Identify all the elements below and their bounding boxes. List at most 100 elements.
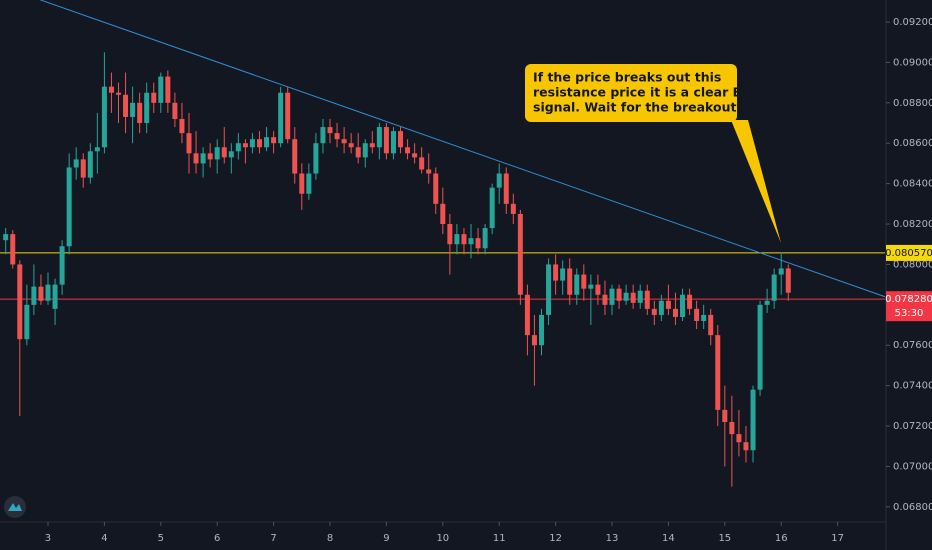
candle-body <box>433 173 439 204</box>
candle-body <box>116 92 122 95</box>
annotation-box <box>525 64 737 122</box>
candle-body <box>630 292 636 303</box>
candle-body <box>701 314 707 321</box>
candle-body <box>292 139 298 174</box>
candle-body <box>736 434 742 443</box>
candle-body <box>158 76 164 103</box>
candle-body <box>31 286 37 305</box>
candle-body <box>73 159 79 168</box>
x-tick-label: 8 <box>327 533 333 544</box>
x-tick-label: 14 <box>662 533 675 544</box>
candle-body <box>390 131 396 154</box>
candle-body <box>574 274 580 295</box>
candle-body <box>144 92 150 124</box>
candle-body <box>3 234 9 241</box>
x-tick-label: 3 <box>45 533 51 544</box>
candle-body <box>151 92 157 103</box>
candle-body <box>355 147 361 158</box>
annotation-line: resistance price it is a clear BUY <box>533 85 762 100</box>
x-tick-label: 10 <box>436 533 449 544</box>
candle-body <box>52 284 58 309</box>
candle-body <box>221 147 227 158</box>
candle-body <box>80 159 86 178</box>
candle-body <box>327 127 333 134</box>
candle-body <box>348 143 354 148</box>
candle-body <box>398 131 404 148</box>
candle-body <box>743 442 749 451</box>
candle-body <box>651 308 657 315</box>
candle-body <box>45 284 51 301</box>
candle-body <box>320 127 326 144</box>
candle-body <box>524 294 530 336</box>
candle-body <box>510 203 516 214</box>
candle-body <box>503 173 509 204</box>
candle-body <box>517 213 523 295</box>
candle-body <box>193 153 199 164</box>
candle-body <box>341 139 347 144</box>
candle-body <box>172 102 178 119</box>
candle-body <box>694 308 700 321</box>
candle-body <box>750 389 756 451</box>
x-tick-label: 11 <box>493 533 506 544</box>
candle-body <box>546 264 552 315</box>
candle-body <box>66 167 72 247</box>
candle-body <box>602 294 608 305</box>
countdown: 53:30 <box>895 308 924 319</box>
logo-mark <box>8 503 22 511</box>
candle-body <box>461 234 467 245</box>
candle-body <box>207 153 213 160</box>
candle-body <box>306 173 312 194</box>
x-tick-label: 16 <box>775 533 788 544</box>
candle-body <box>405 147 411 154</box>
candle-body <box>299 173 305 194</box>
candle-body <box>123 94 129 117</box>
candle-body <box>383 127 389 154</box>
candle-body <box>708 314 714 336</box>
candle-body <box>362 143 368 158</box>
price-label-box <box>886 291 932 322</box>
candle-body <box>475 238 481 249</box>
candle-body <box>242 143 248 148</box>
candle-body <box>419 157 425 170</box>
candle-body <box>228 151 234 158</box>
candle-body <box>581 274 587 289</box>
candle-body <box>553 264 559 281</box>
candle-body <box>658 300 664 315</box>
candle-body <box>271 137 277 144</box>
x-tick-label: 13 <box>606 533 619 544</box>
candle-body <box>440 203 446 225</box>
candle-body <box>200 153 206 164</box>
x-tick-label: 5 <box>158 533 164 544</box>
candle-body <box>672 308 678 317</box>
candle-body <box>609 288 615 305</box>
candle-body <box>426 169 432 174</box>
candle-body <box>249 139 255 148</box>
candle-body <box>588 284 594 289</box>
candle-body <box>496 173 502 188</box>
candle-body <box>595 284 601 295</box>
candle-body <box>285 92 291 140</box>
annotation-pointer <box>731 120 781 243</box>
candle-body <box>771 274 777 301</box>
candle-body <box>447 224 453 245</box>
candle-body <box>412 153 418 158</box>
candle-body <box>38 286 44 301</box>
candle-body <box>179 118 185 134</box>
candle-body <box>334 133 340 140</box>
candle-body <box>778 268 784 275</box>
candle-body <box>489 187 495 229</box>
candle-body <box>59 246 65 285</box>
candle-body <box>560 268 566 281</box>
candle-body <box>764 300 770 305</box>
price-label: 0.078280 <box>885 294 932 305</box>
candle-body <box>101 86 107 148</box>
candle-body <box>130 102 136 117</box>
candle-body <box>482 228 488 249</box>
trend-line <box>39 0 886 298</box>
